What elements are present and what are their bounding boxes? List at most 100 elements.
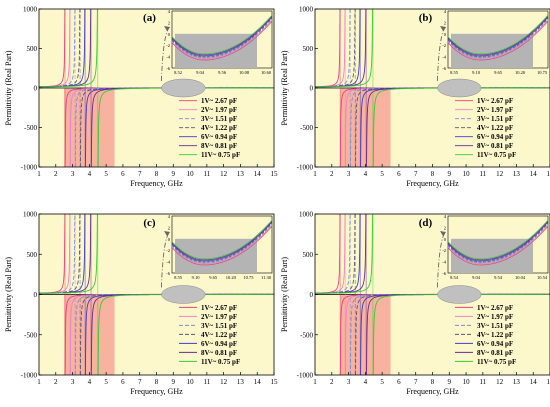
legend-label: 2V~ 1.97 pF <box>201 313 237 321</box>
chart-panel-1: 4 2 0 -2 -4 -6 8.52 9.04 9.56 10.08 10.60 1V~ 2.67 … <box>4 6 278 189</box>
x-tick-label: 6 <box>121 170 125 178</box>
x-tick-label: 9 <box>172 170 176 178</box>
inset-series-5 <box>447 221 549 262</box>
y-tick-label: -1000 <box>297 164 314 172</box>
inset-y-tick: 0 <box>168 32 171 37</box>
inset-y-tick: -6 <box>166 271 170 276</box>
inset-y-tick: 0 <box>444 32 447 37</box>
inset-series-1 <box>447 225 549 266</box>
x-tick-label: 4 <box>88 170 92 178</box>
inset-y-tick: -2 <box>166 43 170 48</box>
y-tick-label: -1000 <box>21 372 38 380</box>
inset-series-7 <box>171 14 273 55</box>
y-axis-label: Permittivity (Real Part) <box>280 257 289 332</box>
zoom-arrow-head <box>440 26 446 31</box>
panel-label: (d) <box>419 217 433 229</box>
y-tick-label: 500 <box>27 45 38 53</box>
inset-series-3 <box>447 18 549 59</box>
x-tick-label: 1 <box>313 378 317 386</box>
legend-label: 6V~ 0.94 pF <box>201 133 237 141</box>
x-tick-label: 9 <box>172 378 176 386</box>
y-tick-label: 500 <box>303 45 314 53</box>
inset-series-4 <box>447 222 549 263</box>
x-tick-label: 12 <box>220 378 228 386</box>
shaded-band <box>64 294 115 375</box>
zoom-ellipse <box>437 78 482 98</box>
x-tick-label: 8 <box>155 170 159 178</box>
inset-x-tick: 10.20 <box>515 70 526 75</box>
inset-series-7 <box>171 219 273 260</box>
inset-series-3 <box>171 18 273 59</box>
x-tick-label: 3 <box>71 170 75 178</box>
y-tick-label: 0 <box>310 291 314 299</box>
inset-series-4 <box>171 222 273 263</box>
y-tick-label: 1000 <box>299 6 314 14</box>
x-tick-label: 15 <box>271 170 279 178</box>
zoom-arrow-head <box>164 231 170 236</box>
legend-label: 2V~ 1.97 pF <box>477 313 513 321</box>
inset-x-tick: 9.10 <box>192 275 201 280</box>
x-tick-label: 10 <box>463 378 471 386</box>
inset: 4 2 0 -2 -4 -6 8.55 9.10 9.65 10.20 10.75 <box>442 9 549 75</box>
inset-x-tick: 10.54 <box>537 275 548 280</box>
inset-y-tick: 0 <box>168 237 171 242</box>
inset-series-6 <box>171 15 273 56</box>
inset-y-tick: -4 <box>166 55 170 60</box>
x-tick-label: 7 <box>414 378 418 386</box>
series-line-positive <box>39 214 98 294</box>
x-tick-label: 15 <box>547 170 550 178</box>
inset-series-7 <box>447 219 549 260</box>
legend-label: 8V~ 0.81 pF <box>201 142 237 150</box>
x-tick-label: 14 <box>530 378 538 386</box>
legend-label: 4V~ 1.22 pF <box>477 331 513 339</box>
inset-y-tick: 2 <box>168 20 170 25</box>
y-tick-label: 1000 <box>23 6 38 14</box>
x-tick-label: 11 <box>479 170 486 178</box>
y-tick-label: -500 <box>24 124 37 132</box>
x-tick-label: 14 <box>530 170 538 178</box>
legend-label: 1V~ 2.67 pF <box>201 304 237 312</box>
x-tick-label: 10 <box>463 170 471 178</box>
panel-label: (a) <box>143 12 156 24</box>
x-axis-label: Frequency, GHz <box>406 179 459 188</box>
shaded-band <box>340 88 391 167</box>
zoom-arrow-head <box>164 26 170 31</box>
inset-x-tick: 9.04 <box>196 70 205 75</box>
x-tick-label: 15 <box>271 378 279 386</box>
y-tick-label: 500 <box>27 251 38 259</box>
legend-label: 6V~ 0.94 pF <box>477 340 513 348</box>
series-line-positive <box>39 9 76 88</box>
x-tick-label: 7 <box>414 170 418 178</box>
inset-y-tick: 2 <box>168 225 170 230</box>
x-tick-label: 11 <box>203 378 210 386</box>
x-tick-label: 1 <box>313 170 317 178</box>
x-tick-label: 1 <box>37 378 41 386</box>
inset-x-tick: 8.55 <box>450 70 459 75</box>
inset-series-2 <box>171 19 273 60</box>
legend-label: 8V~ 0.81 pF <box>477 349 513 357</box>
x-tick-label: 13 <box>513 378 521 386</box>
inset-series-2 <box>447 224 549 265</box>
inset-x-tick: 10.08 <box>239 70 250 75</box>
inset-y-tick: 2 <box>444 20 446 25</box>
legend-label: 4V~ 1.22 pF <box>477 124 513 132</box>
x-tick-label: 4 <box>364 170 368 178</box>
inset: 4 2 0 -2 -4 -6 8.54 9.04 9.54 10.04 10.54 <box>442 214 549 280</box>
y-tick-label: -500 <box>300 331 313 339</box>
x-tick-label: 2 <box>54 378 58 386</box>
zoom-ellipse <box>161 78 206 98</box>
inset: 4 2 0 -2 -4 -6 8.55 9.10 9.65 10.20 10.75 11.30 <box>166 214 273 280</box>
inset-series-7 <box>447 14 549 55</box>
y-tick-label: -1000 <box>21 164 38 172</box>
x-tick-label: 9 <box>448 170 452 178</box>
y-tick-label: -1000 <box>297 372 314 380</box>
x-tick-label: 12 <box>496 170 504 178</box>
y-axis-label: Permittivity (Real Part) <box>4 257 13 332</box>
inset-y-tick: -4 <box>166 260 170 265</box>
inset-x-tick: 9.54 <box>494 275 503 280</box>
legend-label: 1V~ 2.67 pF <box>477 304 513 312</box>
x-tick-label: 3 <box>71 378 75 386</box>
inset-y-tick: -4 <box>442 55 446 60</box>
